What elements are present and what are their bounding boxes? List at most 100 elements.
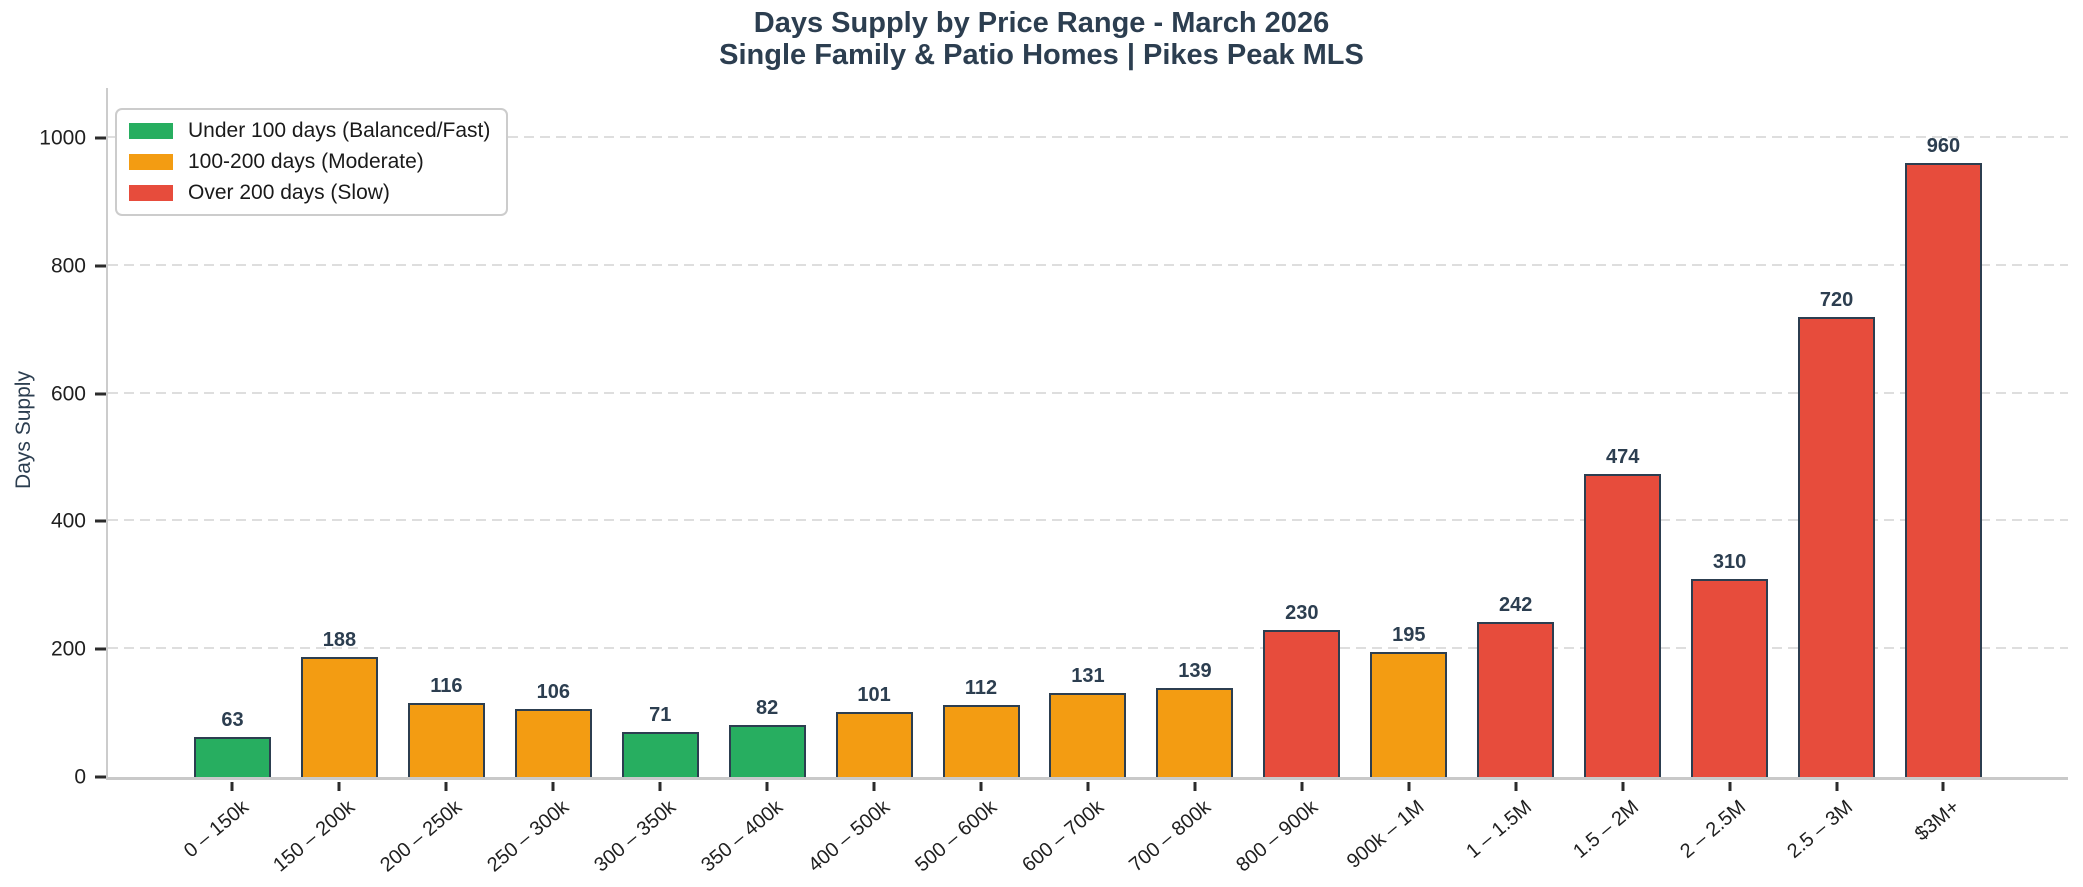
x-tick-mark xyxy=(1728,782,1732,791)
bar: 139 xyxy=(1156,660,1234,777)
gridline xyxy=(108,519,2068,522)
x-tick-label: 0 – 150k xyxy=(179,796,253,863)
bar: 101 xyxy=(835,684,913,777)
bar: 960 xyxy=(1904,135,1982,777)
x-tick-slot: $3M+ xyxy=(1890,780,1997,880)
x-tick-slot: 0 – 150k xyxy=(179,780,286,880)
bar: 310 xyxy=(1691,551,1769,777)
bar-value-label: 112 xyxy=(964,677,998,700)
bar: 71 xyxy=(621,704,699,777)
bar: 112 xyxy=(942,677,1020,777)
x-tick-mark xyxy=(1514,782,1518,791)
x-tick-slot: 1 – 1.5M xyxy=(1462,780,1569,880)
bar: 116 xyxy=(407,675,485,777)
x-tick-slot: 600 – 700k xyxy=(1018,780,1142,880)
bar-value-label: 960 xyxy=(1926,135,1961,158)
bar-value-label: 63 xyxy=(221,708,244,731)
x-tick-mark xyxy=(1300,782,1304,791)
y-tick-mark xyxy=(95,264,106,268)
chart-title: Days Supply by Price Range - March 2026 xyxy=(753,7,1330,39)
gridline xyxy=(108,263,2068,266)
x-tick-slot: 2.5 – 3M xyxy=(1783,780,1890,880)
x-tick-slot: 1.5 – 2M xyxy=(1569,780,1676,880)
bar-slot: 71 xyxy=(607,88,714,777)
x-tick-mark xyxy=(1086,782,1090,791)
y-tick-label: 800 xyxy=(50,254,86,278)
y-tick-label: 1000 xyxy=(39,126,86,150)
legend-item: Under 100 days (Balanced/Fast) xyxy=(129,119,490,143)
x-tick-mark xyxy=(658,782,662,791)
bar-slot: 106 xyxy=(500,88,607,777)
bar-slot: 116 xyxy=(393,88,500,777)
bar: 63 xyxy=(193,709,271,777)
legend-label: Over 200 days (Slow) xyxy=(188,181,390,204)
x-tick-slot: 800 – 900k xyxy=(1232,780,1355,880)
x-tick-slot: 200 – 250k xyxy=(377,780,500,880)
x-tick-mark xyxy=(1193,782,1197,791)
bar-slot: 82 xyxy=(714,88,821,777)
x-tick-slot: 500 – 600k xyxy=(911,780,1035,880)
gridline xyxy=(108,135,2068,138)
bar: 720 xyxy=(1798,289,1876,777)
bar-value-label: 82 xyxy=(756,696,779,719)
bar-slot: 474 xyxy=(1569,88,1676,777)
bar: 230 xyxy=(1263,602,1341,777)
x-tick-slot: 350 – 400k xyxy=(697,780,821,880)
x-tick-mark xyxy=(1407,782,1411,791)
bar-slot: 310 xyxy=(1676,88,1783,777)
legend-swatch-red xyxy=(129,185,173,201)
legend: Under 100 days (Balanced/Fast) 100-200 d… xyxy=(115,108,509,216)
y-tick-label: 600 xyxy=(50,382,86,406)
bar: 131 xyxy=(1049,665,1127,777)
bar: 474 xyxy=(1584,446,1662,777)
legend-swatch-green xyxy=(129,123,173,139)
x-tick-mark xyxy=(1621,782,1625,791)
y-tick-mark xyxy=(95,519,106,523)
x-tick-label: 2.5 – 3M xyxy=(1782,796,1857,863)
x-tick-slot: 250 – 300k xyxy=(483,780,607,880)
bar: 188 xyxy=(300,629,378,777)
chart-subtitle: Single Family & Patio Homes | Pikes Peak… xyxy=(719,39,1364,71)
x-tick-slot: 900k – 1M xyxy=(1343,780,1462,880)
gridline xyxy=(108,647,2068,650)
bar-slot: 195 xyxy=(1355,88,1462,777)
bar-value-label: 188 xyxy=(322,628,357,651)
bar-value-label: 106 xyxy=(536,681,570,704)
x-tick-label: 2 – 2.5M xyxy=(1675,796,1750,863)
gridline xyxy=(108,391,2068,394)
bar-slot: 101 xyxy=(821,88,928,777)
bar-value-label: 131 xyxy=(1071,665,1105,688)
bar: 242 xyxy=(1477,594,1555,777)
bar-slot: 960 xyxy=(1890,88,1997,777)
x-tick-slot: 300 – 350k xyxy=(590,780,714,880)
bar-slot: 139 xyxy=(1141,88,1248,777)
x-tick-mark xyxy=(979,782,983,791)
x-tick-mark xyxy=(444,782,448,791)
bar-slot: 230 xyxy=(1248,88,1355,777)
x-tick-mark xyxy=(1941,782,1945,791)
bar-slot: 112 xyxy=(928,88,1035,777)
bar-value-label: 139 xyxy=(1178,660,1212,683)
legend-swatch-orange xyxy=(129,154,173,170)
x-tick-slot: 2 – 2.5M xyxy=(1676,780,1783,880)
bar-value-label: 242 xyxy=(1499,594,1533,617)
x-tick-mark xyxy=(765,782,769,791)
plot-area: 63 188 116 106 71 82 101 112 131 139 230 195 242 474 3… xyxy=(39,88,2068,876)
bar-slot: 720 xyxy=(1783,88,1890,777)
x-tick-label: 900k – 1M xyxy=(1343,796,1429,873)
bar: 82 xyxy=(728,697,806,777)
legend-label: Under 100 days (Balanced/Fast) xyxy=(188,119,491,142)
x-tick-slot: 700 – 800k xyxy=(1125,780,1248,880)
x-axis: 0 – 150k 150 – 200k 200 – 250k 250 – 300k 30… xyxy=(108,780,2068,880)
bar-value-label: 720 xyxy=(1819,288,1854,311)
x-tick-mark xyxy=(230,782,234,791)
bar-value-label: 195 xyxy=(1392,624,1426,647)
bar-value-label: 474 xyxy=(1605,446,1640,469)
bar-value-label: 71 xyxy=(649,703,672,726)
y-tick-label: 400 xyxy=(50,509,86,533)
chart-title-block: Days Supply by Price Range - March 2026 … xyxy=(0,7,2083,71)
y-tick-mark xyxy=(95,647,106,651)
bar-slot: 188 xyxy=(286,88,393,777)
y-tick-label: 0 xyxy=(74,765,86,789)
